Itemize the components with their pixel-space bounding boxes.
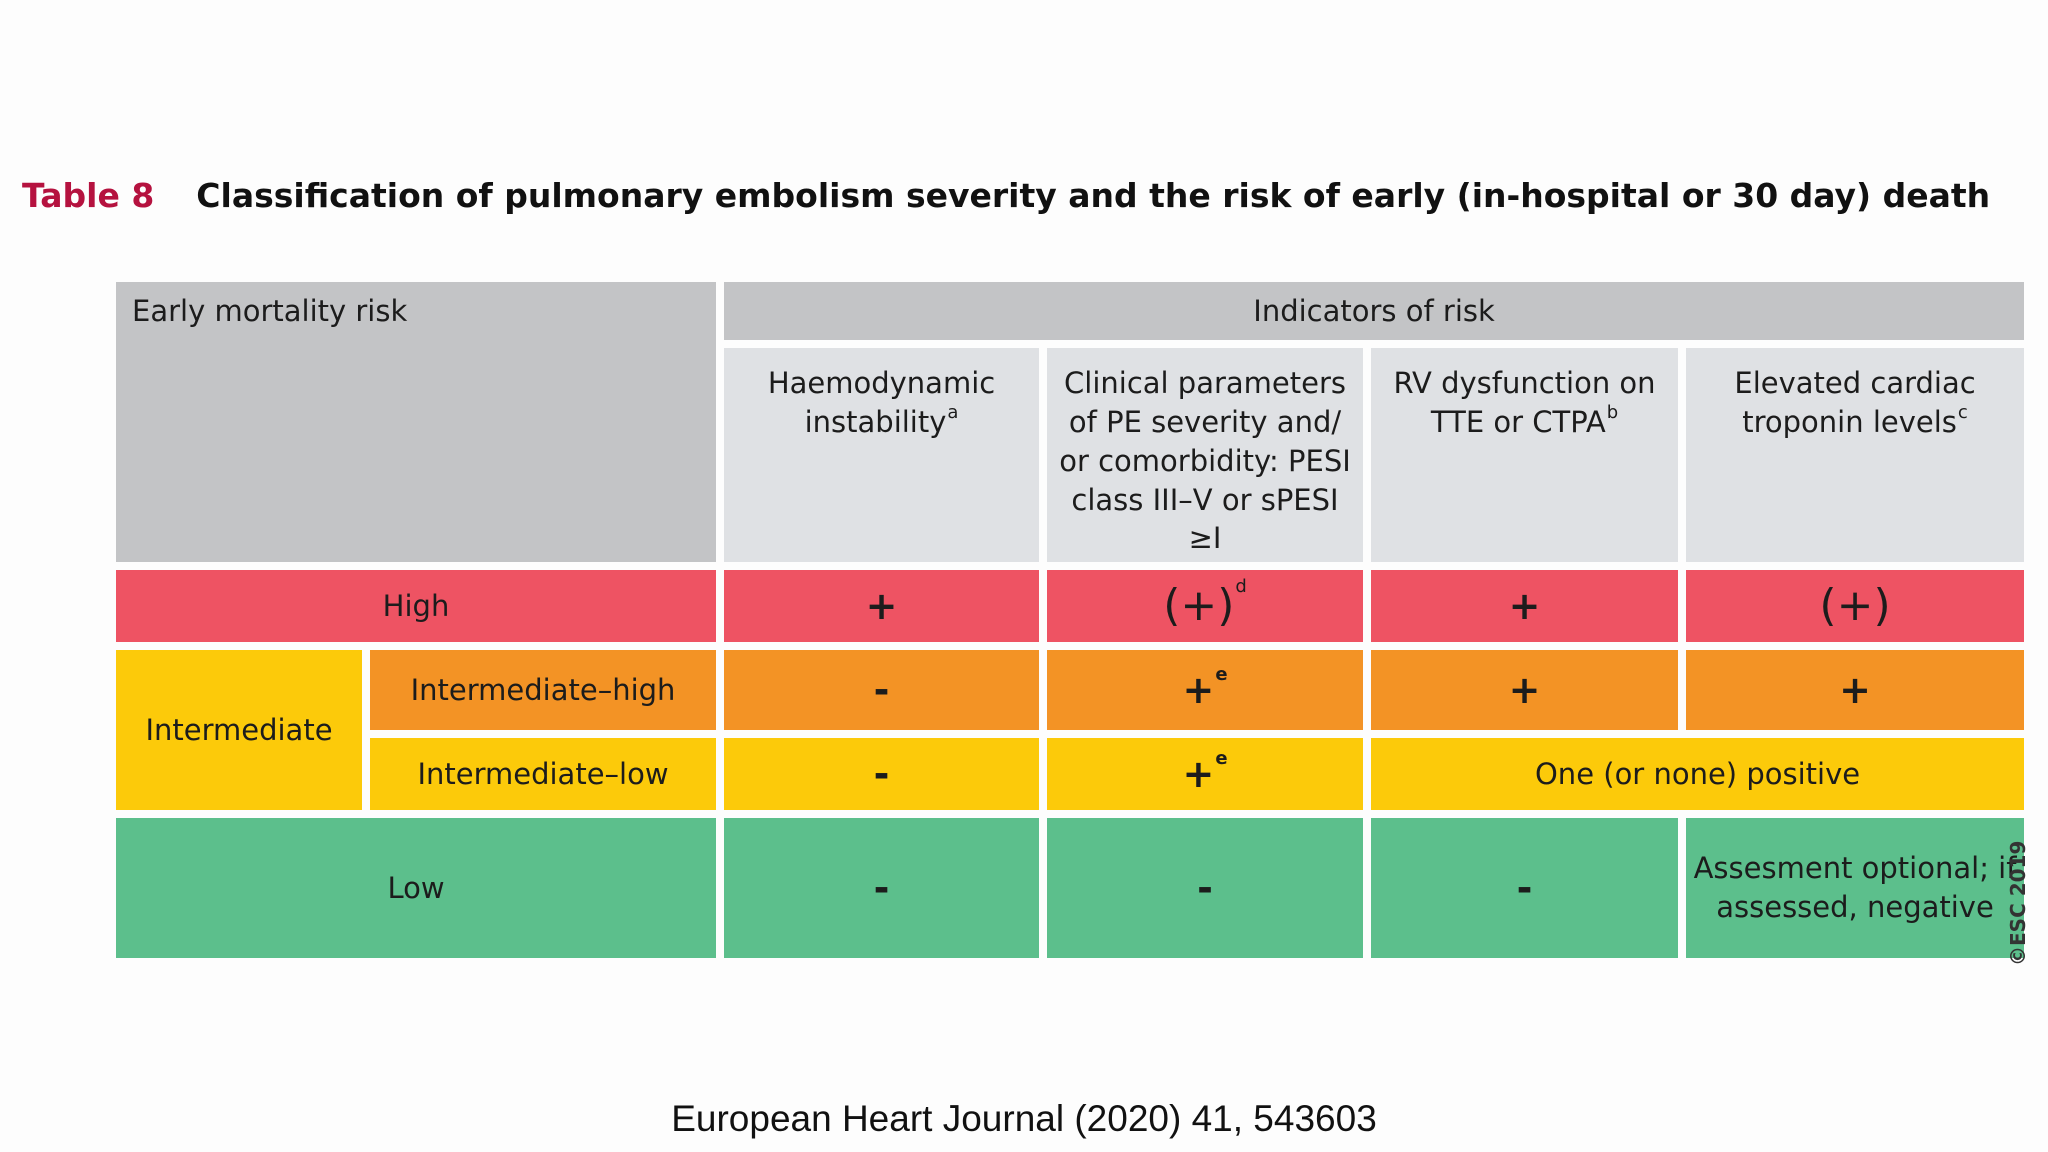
corner-header: Early mortality risk bbox=[116, 282, 717, 563]
row-intermediate-high: Intermediate Intermediate–high - +e + + bbox=[116, 650, 2025, 811]
row-label-intermediate-high: Intermediate–high bbox=[370, 650, 717, 731]
row-high: High + (+)d + (+) bbox=[116, 570, 2025, 643]
cell-ih-rv: + bbox=[1371, 650, 1679, 731]
cell-ih-clinical: +e bbox=[1047, 650, 1364, 731]
cell-low-rv: - bbox=[1371, 818, 1679, 959]
copyright-notice: ©ESC 2019 bbox=[2006, 840, 2030, 966]
cell-il-merged: One (or none) positive bbox=[1371, 738, 2025, 811]
cell-ih-troponin: + bbox=[1686, 650, 2025, 731]
row-low: Low - - - Assesment optional; if assesse… bbox=[116, 818, 2025, 959]
table-number: Table 8 bbox=[22, 176, 155, 215]
col-header-rv-dysfunction: RV dysfunction on TTE or CTPAb bbox=[1371, 348, 1679, 563]
pe-severity-table: Early mortality risk Indicators of risk … bbox=[108, 274, 2032, 966]
cell-il-haemodynamic: - bbox=[724, 738, 1040, 811]
indicators-header: Indicators of risk bbox=[724, 282, 2025, 340]
cell-il-clinical: +e bbox=[1047, 738, 1364, 811]
table-title: Classification of pulmonary embolism sev… bbox=[196, 176, 1991, 215]
cell-high-troponin: (+) bbox=[1686, 570, 2025, 643]
row-label-low: Low bbox=[116, 818, 717, 959]
table-caption: Table 8 Classification of pulmonary embol… bbox=[22, 176, 1990, 215]
cell-high-rv: + bbox=[1371, 570, 1679, 643]
col-header-troponin: Elevated cardiac troponin levelsc bbox=[1686, 348, 2025, 563]
row-intermediate-low: Intermediate–low - +e One (or none) posi… bbox=[116, 738, 2025, 811]
cell-ih-haemodynamic: - bbox=[724, 650, 1040, 731]
row-label-high: High bbox=[116, 570, 717, 643]
cell-low-troponin: Assesment optional; if assessed, negativ… bbox=[1686, 818, 2025, 959]
row-label-intermediate-low: Intermediate–low bbox=[370, 738, 717, 811]
journal-citation: European Heart Journal (2020) 41, 543603 bbox=[671, 1098, 1377, 1139]
cell-low-haemodynamic: - bbox=[724, 818, 1040, 959]
cell-high-haemodynamic: + bbox=[724, 570, 1040, 643]
col-header-clinical: Clinical parameters of PE severity and/ … bbox=[1047, 348, 1364, 563]
cell-high-clinical: (+)d bbox=[1047, 570, 1364, 643]
row-label-intermediate: Intermediate bbox=[116, 650, 362, 811]
cell-low-clinical: - bbox=[1047, 818, 1364, 959]
col-header-haemodynamic: Haemodynamic instabilitya bbox=[724, 348, 1040, 563]
